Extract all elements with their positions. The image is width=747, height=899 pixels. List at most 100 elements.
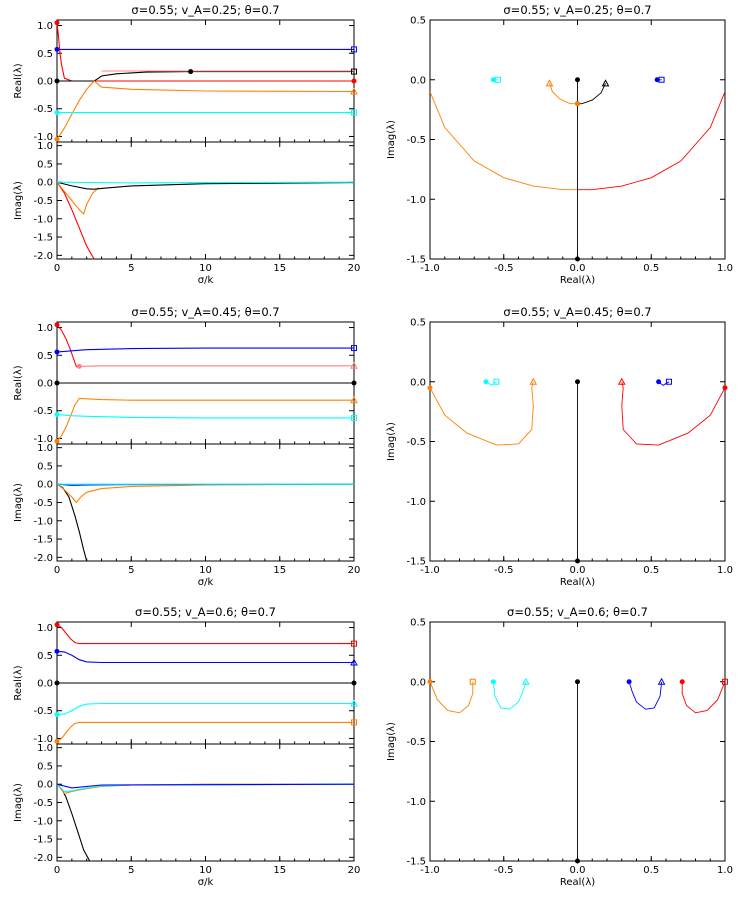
x-tick-label: 0.0 — [570, 263, 586, 274]
x-axis-label: Real(λ) — [560, 577, 595, 588]
series-group — [57, 324, 354, 442]
marker-orange — [469, 678, 476, 685]
x-tick-label: 10 — [199, 565, 212, 576]
marker-end-pink — [350, 361, 358, 369]
marker-blue — [657, 677, 666, 685]
x-tick-label: 15 — [273, 565, 286, 576]
marker-start-orange — [427, 679, 433, 685]
marker-start-pink — [76, 363, 82, 369]
y-tick-label: 0.0 — [37, 379, 53, 390]
marker-start-black — [54, 380, 60, 386]
marker-start-cyan — [54, 712, 60, 718]
marker-start-red — [722, 385, 728, 391]
marker-end-blue — [350, 658, 358, 666]
series-orange — [57, 181, 99, 216]
plot-frame — [56, 141, 355, 260]
plot-title: σ=0.55; v_A=0.6; θ=0.7 — [135, 605, 276, 619]
y-tick-label: -1.0 — [33, 516, 53, 527]
y-tick-label: -2.0 — [33, 251, 53, 262]
y-tick-label: -0.5 — [406, 135, 426, 146]
plot-frame — [56, 743, 355, 862]
x-tick-label: 10 — [199, 865, 212, 876]
marker-end-black-tail — [351, 68, 357, 75]
series-cyan — [57, 181, 354, 184]
y-axis-label: Imag(λ) — [386, 722, 397, 761]
series-cyan — [492, 681, 527, 710]
series-black — [57, 783, 91, 861]
marker-end-black — [351, 680, 357, 686]
y-axis-label: Imag(λ) — [13, 181, 24, 220]
y-tick-label: -1.0 — [33, 434, 53, 445]
x-axis-label: σ/k — [198, 577, 214, 588]
y-tick-label: -2.0 — [33, 553, 53, 564]
marker-start-black-vertical — [575, 679, 580, 685]
series-orange — [430, 91, 578, 191]
x-tick-label: 15 — [273, 865, 286, 876]
x-tick-label: -0.5 — [494, 263, 514, 274]
y-tick-label: 0.0 — [410, 377, 426, 388]
series-cyan — [57, 702, 354, 716]
y-tick-label: -0.5 — [33, 798, 53, 809]
x-tick-label: 0.5 — [643, 263, 659, 274]
y-tick-label: 1.0 — [37, 623, 53, 634]
marker-end-red — [351, 640, 357, 647]
y-tick-label: 0.0 — [410, 677, 426, 688]
y-tick-label: -1.0 — [406, 497, 426, 508]
marker-start-orange-arc — [575, 101, 580, 107]
y-tick-label: -1.5 — [33, 233, 53, 244]
marker-start-black — [54, 680, 60, 686]
x-tick-label: 0 — [54, 263, 60, 274]
x-tick-label: 0.0 — [570, 865, 586, 876]
y-tick-label: 0.0 — [410, 75, 426, 86]
y-tick-label: 0.0 — [37, 679, 53, 690]
series-black — [57, 71, 191, 82]
marker-blue — [665, 378, 672, 385]
x-tick-label: -1.0 — [420, 865, 440, 876]
y-tick-label: 0.5 — [410, 618, 426, 629]
marker-end-orange — [350, 396, 358, 404]
marker-end-orange — [351, 719, 357, 726]
x-tick-label: 0 — [54, 565, 60, 576]
plot-title: σ=0.55; v_A=0.25; θ=0.7 — [131, 3, 279, 17]
marker-red — [617, 377, 626, 385]
marker-start-black-vertical — [575, 379, 580, 385]
y-axis-label: Real(λ) — [13, 63, 24, 98]
series-orange — [57, 721, 354, 742]
marker-cyan — [522, 677, 530, 685]
series-group — [57, 181, 354, 259]
plot-title: σ=0.55; v_A=0.45; θ=0.7 — [131, 305, 279, 319]
marker-start-cyan — [490, 679, 496, 685]
marker-orange-arc — [545, 79, 554, 87]
series-group — [430, 681, 725, 861]
series-orange — [57, 397, 354, 442]
marker-start-orange — [427, 385, 433, 391]
y-tick-label: 0.0 — [37, 77, 53, 88]
y-tick-label: 1.0 — [37, 443, 53, 454]
x-tick-label: 0.5 — [643, 865, 659, 876]
marker-end-blue — [351, 46, 357, 53]
y-tick-label: 0.0 — [37, 780, 53, 791]
marker-orange — [529, 377, 538, 385]
y-tick-label: 0.5 — [37, 761, 53, 772]
marker-start-cyan — [54, 412, 60, 418]
x-axis-label: Real(λ) — [560, 275, 595, 286]
real-vs-sigma-row3: -1.0 -0.5 0.0 0.5 1.0 σ=0.55; v_A=0.6; θ=0.7 R… — [13, 605, 358, 745]
x-tick-label: 0 — [54, 865, 60, 876]
marker-black-vertical — [575, 858, 580, 864]
y-axis-label: Imag(λ) — [13, 483, 24, 522]
marker-start-blue — [656, 379, 662, 385]
x-tick-label: 20 — [348, 565, 361, 576]
marker-start-black-tail — [188, 69, 194, 75]
marker-black-vertical — [575, 256, 580, 262]
y-tick-label: -1.5 — [406, 255, 426, 266]
marker-end-black — [351, 380, 357, 386]
y-tick-label: -1.0 — [33, 132, 53, 143]
y-tick-label: -2.0 — [33, 853, 53, 864]
series-red — [577, 91, 725, 191]
series-red — [57, 624, 354, 645]
x-axis-label: σ/k — [198, 275, 214, 286]
series-blue — [57, 650, 354, 664]
marker-start-black-vertical — [575, 77, 580, 83]
series-red — [57, 324, 80, 369]
